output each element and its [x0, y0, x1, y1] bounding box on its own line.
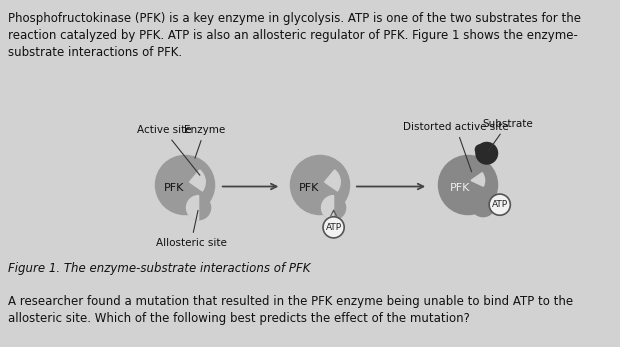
Wedge shape [190, 170, 205, 191]
Text: Distorted active site: Distorted active site [403, 122, 509, 172]
Text: allosteric site. Which of the following best predicts the effect of the mutation: allosteric site. Which of the following … [8, 312, 470, 325]
Wedge shape [471, 173, 485, 186]
Text: Substrate: Substrate [482, 119, 533, 151]
Text: reaction catalyzed by PFK. ATP is also an allosteric regulator of PFK. Figure 1 : reaction catalyzed by PFK. ATP is also a… [8, 29, 578, 42]
Circle shape [489, 194, 510, 215]
Text: ATP: ATP [326, 223, 342, 232]
Circle shape [475, 144, 485, 155]
Text: PFK: PFK [164, 183, 185, 193]
Circle shape [155, 155, 215, 215]
Text: ATP: ATP [492, 200, 508, 209]
Wedge shape [324, 170, 340, 191]
Text: PFK: PFK [450, 183, 471, 193]
Wedge shape [187, 196, 198, 220]
Circle shape [186, 195, 211, 220]
Circle shape [438, 155, 498, 215]
Text: substrate interactions of PFK.: substrate interactions of PFK. [8, 46, 182, 59]
Text: Allosteric site: Allosteric site [156, 210, 226, 248]
Text: A researcher found a mutation that resulted in the PFK enzyme being unable to bi: A researcher found a mutation that resul… [8, 295, 573, 308]
Text: Active site: Active site [136, 125, 200, 175]
Text: Phosphofructokinase (PFK) is a key enzyme in glycolysis. ATP is one of the two s: Phosphofructokinase (PFK) is a key enzym… [8, 12, 581, 25]
Text: Enzyme: Enzyme [184, 125, 225, 158]
Circle shape [290, 155, 350, 215]
Text: Figure 1. The enzyme-substrate interactions of PFK: Figure 1. The enzyme-substrate interacti… [8, 262, 311, 275]
Circle shape [476, 142, 498, 165]
Wedge shape [322, 196, 334, 220]
Text: PFK: PFK [299, 183, 319, 193]
Circle shape [471, 192, 496, 217]
Circle shape [323, 217, 344, 238]
Circle shape [321, 195, 347, 220]
